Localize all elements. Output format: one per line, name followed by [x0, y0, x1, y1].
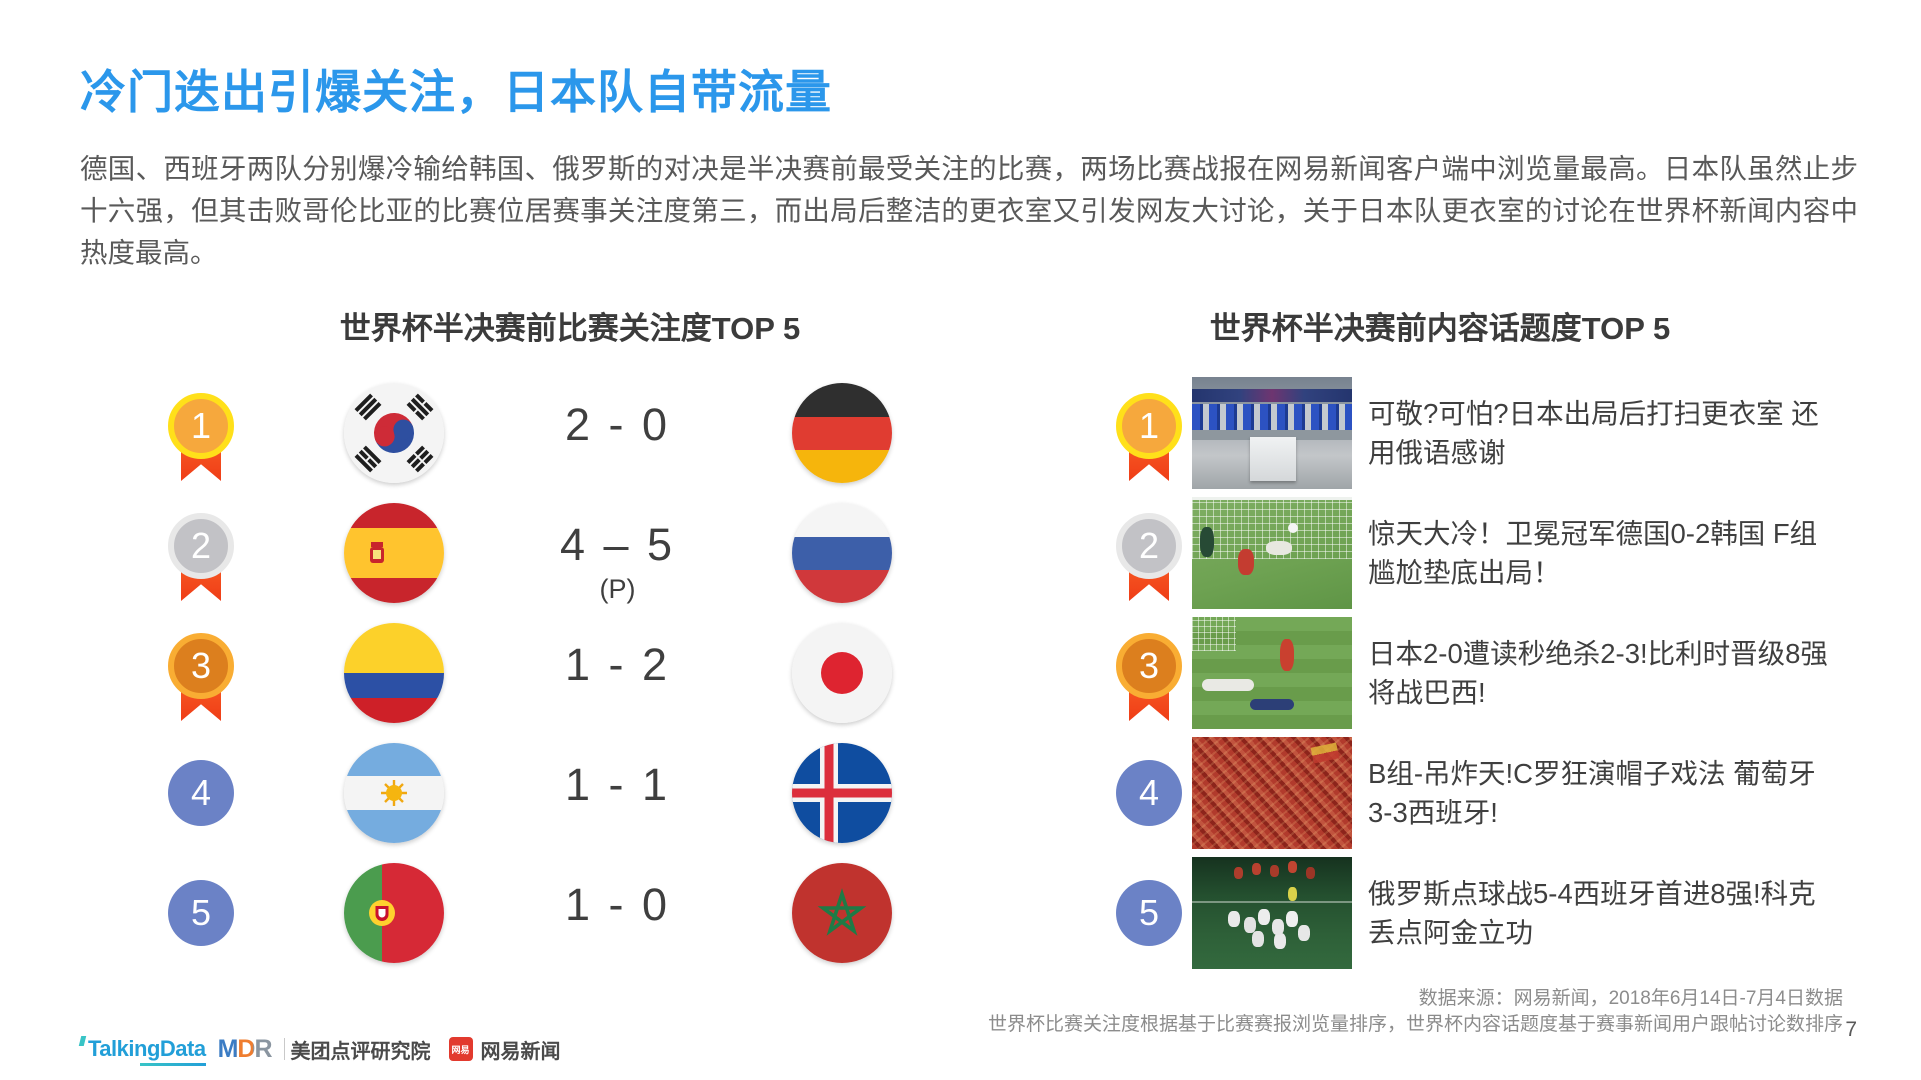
- match-score-cell: 1 - 2: [470, 637, 765, 693]
- thumb-detail: [1200, 527, 1214, 557]
- talkingdata-logo: TalkingData: [80, 1036, 206, 1066]
- meituan-research-logo: 美团点评研究院: [290, 1040, 431, 1063]
- footer-logos: TalkingData MDR 美团点评研究院 网易 网易新闻: [80, 1034, 561, 1066]
- thumb-detail: [1310, 742, 1340, 764]
- rank-number: 3: [1116, 633, 1182, 699]
- rank-number: 3: [168, 633, 234, 699]
- thumb-detail: [1192, 389, 1352, 402]
- rank-number: 5: [1116, 880, 1182, 946]
- rank-3-medal-icon: 3: [168, 625, 234, 733]
- news-thumbnail-fans: [1192, 737, 1352, 849]
- rank-number: 2: [168, 513, 234, 579]
- thumb-detail: [1266, 541, 1292, 555]
- data-source-note: 数据来源：网易新闻，2018年6月14日-7月4日数据 世界杯比赛关注度根据基于…: [988, 986, 1843, 1038]
- match-score: 1 - 1: [564, 759, 671, 810]
- rank-number: 4: [1116, 760, 1182, 826]
- flag-iceland-icon: [792, 743, 892, 843]
- match-score: 2 - 0: [564, 399, 671, 450]
- match-panel-title: 世界杯半决赛前比赛关注度TOP 5: [339, 311, 801, 346]
- topic-row: 1 可敬?可怕?日本出局后打扫更衣室 还用俄语感谢: [0, 373, 1921, 493]
- rank-2-medal-icon: 2: [1116, 505, 1182, 613]
- rank-1-medal-icon: 1: [1116, 385, 1182, 493]
- netease-news-logo: 网易新闻: [480, 1040, 561, 1063]
- thumb-detail: [1192, 497, 1352, 500]
- match-row: 2 4 – 5 (P): [0, 493, 1921, 613]
- flag-spain-icon: [344, 503, 444, 603]
- rank-3-medal-icon: 3: [1116, 625, 1182, 733]
- rank-number: 1: [1116, 393, 1182, 459]
- thumb-detail: [1192, 404, 1352, 430]
- mdr-logo: MDR: [217, 1034, 273, 1063]
- match-row: 4 1 - 1: [0, 733, 1921, 853]
- topic-panel-title: 世界杯半决赛前内容话题度TOP 5: [1209, 311, 1671, 346]
- match-score: 4 – 5: [559, 519, 676, 570]
- news-headline: B组-吊炸天!C罗狂演帽子戏法 葡萄牙3-3西班牙!: [1368, 758, 1816, 828]
- match-score: 1 - 0: [564, 879, 671, 930]
- topic-row: 2 惊天大冷！卫冕冠军德国0-2韩国 F组尴尬垫底出局！: [0, 493, 1921, 613]
- thumb-detail: [1192, 617, 1236, 651]
- data-source-line1: 数据来源：网易新闻，2018年6月14日-7月4日数据: [1418, 988, 1843, 1009]
- match-row: 5 1 - 0: [0, 853, 1921, 973]
- match-score: 1 - 2: [564, 639, 671, 690]
- topic-row: 3 日本2-0遭读秒绝杀2-3!比利时晋级8强将战巴西!: [0, 613, 1921, 733]
- rank-number: 4: [168, 760, 234, 826]
- rank-5-badge-icon: 5: [168, 865, 234, 973]
- rank-2-medal-icon: 2: [168, 505, 234, 613]
- data-source-line2: 世界杯比赛关注度根据基于比赛赛报浏览量排序，世界杯内容话题度基于赛事新闻用户跟帖…: [987, 1014, 1843, 1035]
- rank-number: 2: [1116, 513, 1182, 579]
- match-score-cell: 4 – 5 (P): [470, 517, 765, 605]
- thumb-detail: [1288, 887, 1297, 901]
- match-score-cell: 1 - 0: [470, 877, 765, 933]
- netease-badge-icon: 网易: [448, 1037, 473, 1061]
- logo-divider: [283, 1038, 285, 1060]
- news-headline: 日本2-0遭读秒绝杀2-3!比利时晋级8强将战巴西!: [1368, 638, 1828, 708]
- thumb-detail: [1250, 699, 1294, 710]
- page-number: 7: [1845, 1018, 1857, 1041]
- match-row: 3 1 - 2: [0, 613, 1921, 733]
- thumb-detail: [1252, 863, 1261, 875]
- thumb-detail: [1192, 901, 1352, 903]
- rank-number: 1: [168, 393, 234, 459]
- rank-4-badge-icon: 4: [1116, 745, 1182, 853]
- news-thumbnail-locker-room: [1192, 377, 1352, 489]
- news-headline: 俄罗斯点球战5-4西班牙首进8强!科克丢点阿金立功: [1368, 878, 1816, 948]
- thumb-detail: [1288, 523, 1298, 533]
- news-thumbnail-germany-korea: [1192, 497, 1352, 609]
- topic-row: 4 B组-吊炸天!C罗狂演帽子戏法 葡萄牙3-3西班牙!: [0, 733, 1921, 853]
- page-title: 冷门迭出引爆关注，日本队自带流量: [80, 66, 832, 118]
- rank-1-medal-icon: 1: [168, 385, 234, 493]
- match-score-cell: 2 - 0: [470, 397, 765, 453]
- news-headline: 可敬?可怕?日本出局后打扫更衣室 还用俄语感谢: [1368, 398, 1819, 468]
- news-thumbnail-japan-belgium: [1192, 617, 1352, 729]
- rank-4-badge-icon: 4: [168, 745, 234, 853]
- thumb-detail: [1250, 437, 1296, 481]
- match-row: 1 2 - 0: [0, 373, 1921, 493]
- flag-south-korea-icon: [344, 383, 444, 483]
- flag-japan-icon: [792, 623, 892, 723]
- rank-number: 5: [168, 880, 234, 946]
- thumb-detail: [1202, 679, 1254, 691]
- topic-row: 5 俄罗斯点球战5-4西班牙首进8强!科克丢点阿金立功: [0, 853, 1921, 973]
- thumb-detail: [1228, 911, 1240, 927]
- flag-morocco-icon: [792, 863, 892, 963]
- thumb-detail: [1238, 549, 1254, 575]
- news-headline: 惊天大冷！卫冕冠军德国0-2韩国 F组尴尬垫底出局！: [1368, 518, 1818, 588]
- rank-5-badge-icon: 5: [1116, 865, 1182, 973]
- thumb-detail: [1280, 639, 1294, 671]
- news-thumbnail-russia-spain: [1192, 857, 1352, 969]
- thumb-detail: [1192, 430, 1352, 440]
- intro-paragraph: 德国、西班牙两队分别爆冷输给韩国、俄罗斯的对决是半决赛前最受关注的比赛，两场比赛…: [80, 153, 1858, 268]
- match-score-note: (P): [599, 574, 636, 604]
- match-score-cell: 1 - 1: [470, 757, 765, 813]
